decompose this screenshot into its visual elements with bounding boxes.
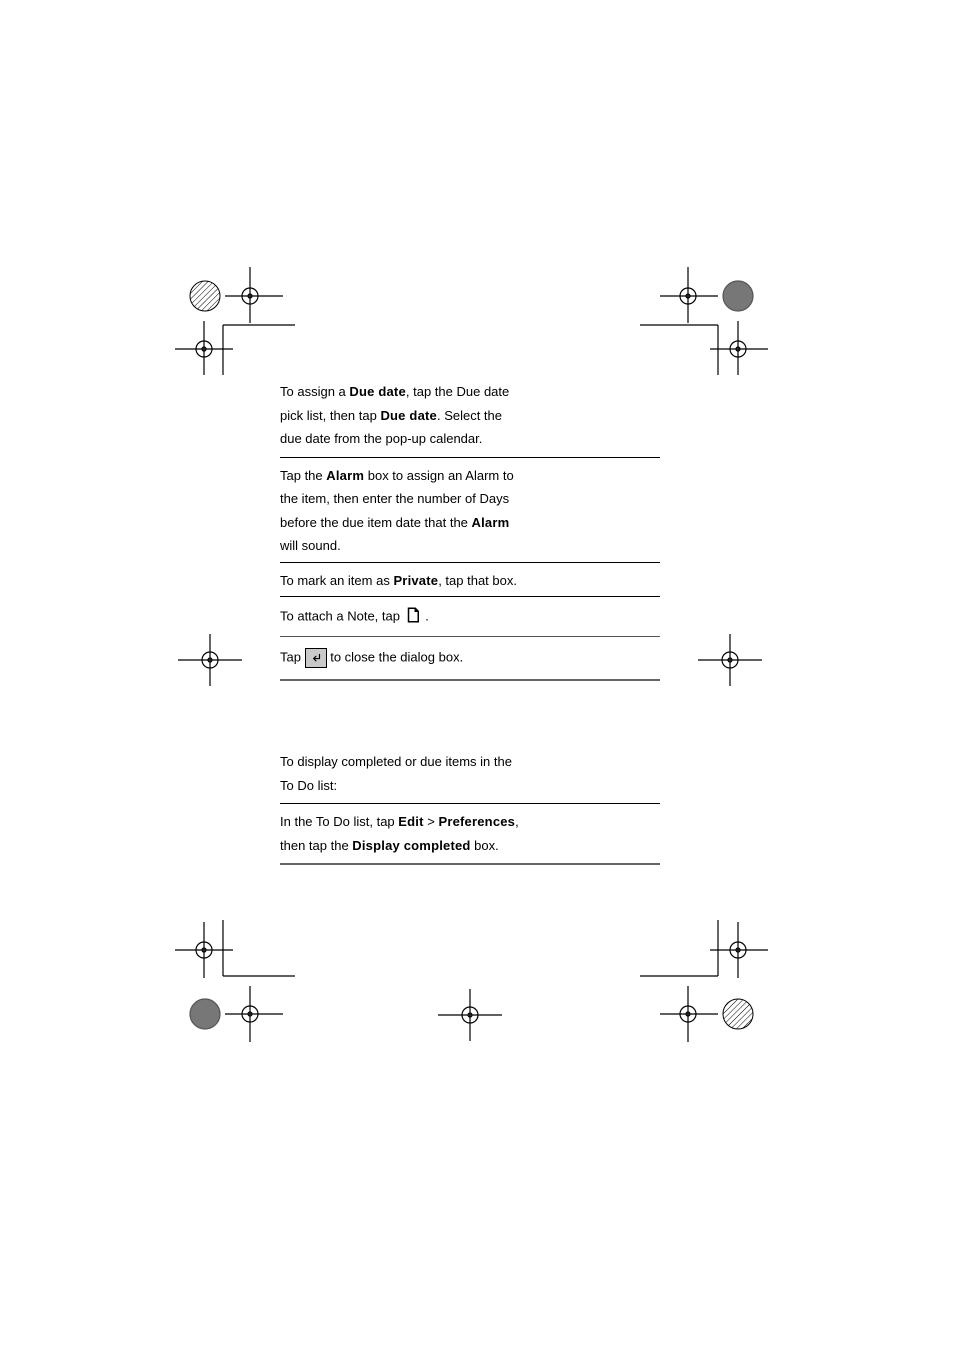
step-line2: then tap the Display completed box. xyxy=(280,834,660,858)
content-block: To assign a Due date, tap the Due date p… xyxy=(280,380,660,681)
row-private: To mark an item as Private, tap that box… xyxy=(280,569,660,593)
text: To assign a xyxy=(280,384,349,399)
text: the item, then enter the number of Days xyxy=(280,491,509,506)
row-alarm-4: will sound. xyxy=(280,534,660,558)
page-icon xyxy=(404,606,422,629)
bold-prefs: Preferences xyxy=(438,814,515,829)
bold-display: Display completed xyxy=(352,838,470,853)
text: > xyxy=(424,814,439,829)
bold-duedate2: Due date xyxy=(380,408,437,423)
rule xyxy=(280,803,660,804)
bold-edit: Edit xyxy=(398,814,423,829)
text: pick list, then tap xyxy=(280,408,380,423)
text: To mark an item as xyxy=(280,573,393,588)
text: , tap that box. xyxy=(438,573,517,588)
bold-alarm: Alarm xyxy=(326,468,364,483)
enter-icon xyxy=(305,648,327,668)
row-alarm-2: the item, then enter the number of Days xyxy=(280,487,660,511)
bold-duedate: Due date xyxy=(349,384,406,399)
text: Tap xyxy=(280,649,305,664)
row-duedate-3: due date from the pop-up calendar. xyxy=(280,427,660,451)
rule xyxy=(280,562,660,563)
bold-private: Private xyxy=(393,573,438,588)
text: . xyxy=(425,609,429,624)
rule xyxy=(280,596,660,597)
text: . Select the xyxy=(437,408,502,423)
reg-top-right xyxy=(640,255,790,375)
text: then tap the xyxy=(280,838,352,853)
text: will sound. xyxy=(280,538,341,553)
step-line1: In the To Do list, tap Edit > Preference… xyxy=(280,810,660,834)
text: due date from the pop-up calendar. xyxy=(280,431,482,446)
reg-bottom-right xyxy=(640,910,790,1060)
row-ok: Tap to close the dialog box. xyxy=(280,645,660,671)
rule xyxy=(280,457,660,458)
text: To Do list: xyxy=(280,778,337,793)
text: To attach a Note, tap xyxy=(280,609,404,624)
text: , tap the Due date xyxy=(406,384,509,399)
text: to close the dialog box. xyxy=(330,649,463,664)
reg-top-left xyxy=(155,255,295,375)
reg-bottom-left xyxy=(155,910,295,1060)
bold-alarm2: Alarm xyxy=(472,515,510,530)
reg-bottom-center xyxy=(430,985,510,1045)
text: box. xyxy=(471,838,499,853)
row-alarm-1: Tap the Alarm box to assign an Alarm to xyxy=(280,464,660,488)
reg-mid-right xyxy=(690,630,770,690)
text: before the due item date that the xyxy=(280,515,472,530)
row-duedate-1: To assign a Due date, tap the Due date xyxy=(280,380,660,404)
lower-block: To display completed or due items in the… xyxy=(280,750,660,865)
row-alarm-3: before the due item date that the Alarm xyxy=(280,511,660,535)
row-note: To attach a Note, tap . xyxy=(280,603,660,632)
row-duedate-2: pick list, then tap Due date. Select the xyxy=(280,404,660,428)
heading-line2: To Do list: xyxy=(280,774,660,798)
text: , xyxy=(515,814,519,829)
text: box to assign an Alarm to xyxy=(364,468,514,483)
rule-thick xyxy=(280,679,660,681)
reg-mid-left xyxy=(170,630,250,690)
text: Tap the xyxy=(280,468,326,483)
heading-line1: To display completed or due items in the xyxy=(280,750,660,774)
rule-thick xyxy=(280,863,660,865)
rule xyxy=(280,636,660,637)
text: To display completed or due items in the xyxy=(280,754,512,769)
text: In the To Do list, tap xyxy=(280,814,398,829)
